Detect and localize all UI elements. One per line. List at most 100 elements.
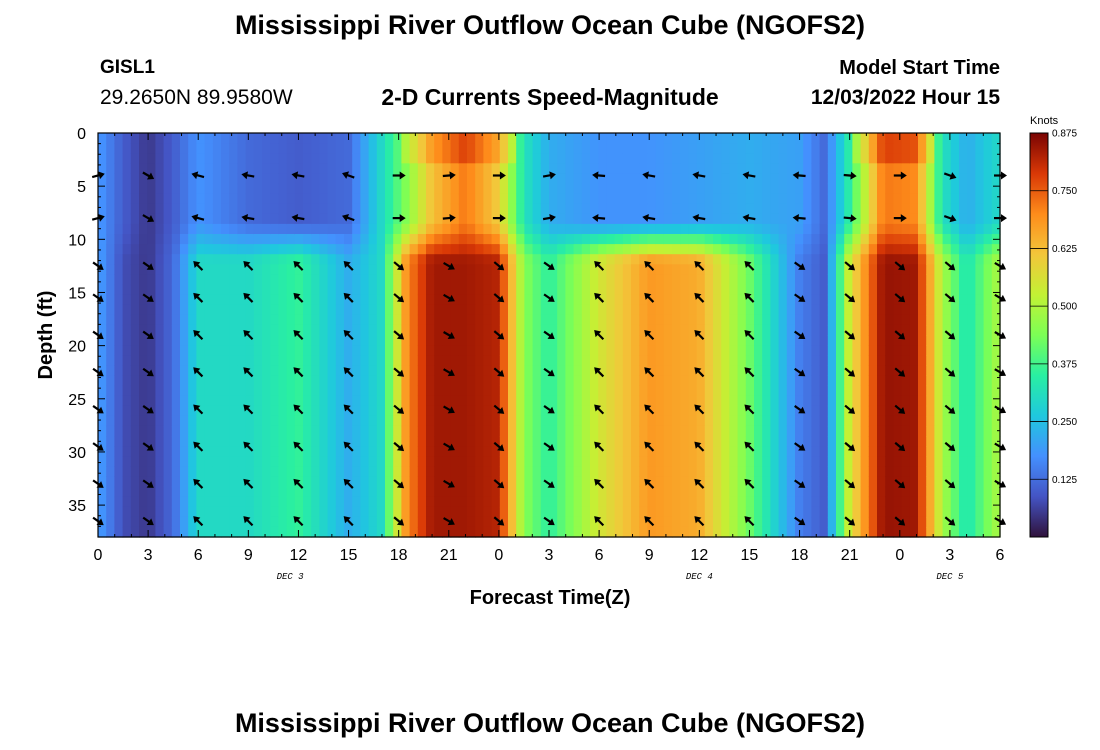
heatmap-cell bbox=[672, 213, 681, 225]
heatmap-cell bbox=[729, 395, 739, 407]
heatmap-cell bbox=[909, 264, 919, 275]
heatmap-cell bbox=[253, 183, 263, 195]
heatmap-cell bbox=[877, 425, 886, 437]
heatmap-cell bbox=[401, 496, 411, 508]
heatmap-cell bbox=[811, 284, 821, 296]
heatmap-cell bbox=[631, 213, 640, 225]
heatmap-cell bbox=[122, 153, 132, 164]
current-vector-arrow bbox=[392, 171, 406, 180]
heatmap-cell bbox=[606, 223, 616, 235]
heatmap-cell bbox=[270, 365, 279, 376]
heatmap-cell bbox=[639, 415, 648, 427]
heatmap-cell bbox=[253, 254, 263, 265]
heatmap-cell bbox=[581, 476, 591, 488]
heatmap-cell bbox=[122, 526, 132, 538]
heatmap-cell bbox=[622, 153, 632, 164]
heatmap-cell bbox=[262, 254, 271, 265]
heatmap-cell bbox=[270, 314, 279, 326]
heatmap-cell bbox=[278, 203, 288, 215]
current-vector-arrow bbox=[193, 441, 204, 452]
heatmap-cell bbox=[229, 304, 238, 316]
heatmap-cell bbox=[253, 234, 263, 245]
heatmap-cell bbox=[237, 395, 247, 407]
heatmap-cell bbox=[409, 345, 419, 356]
heatmap-cell bbox=[622, 415, 632, 427]
heatmap-cell bbox=[696, 133, 706, 144]
heatmap-cell bbox=[524, 173, 534, 185]
heatmap-cell bbox=[918, 314, 927, 326]
heatmap-cell bbox=[499, 456, 509, 467]
heatmap-cell bbox=[385, 284, 394, 296]
heatmap-cell bbox=[270, 355, 279, 366]
heatmap-cell bbox=[188, 324, 197, 336]
heatmap-cell bbox=[909, 223, 919, 235]
heatmap-cell bbox=[590, 415, 599, 427]
heatmap-cell bbox=[934, 415, 944, 427]
heatmap-cell bbox=[745, 335, 755, 346]
heatmap-cell bbox=[319, 264, 329, 275]
heatmap-cell bbox=[909, 143, 919, 154]
heatmap-cell bbox=[663, 143, 673, 154]
heatmap-cell bbox=[696, 385, 706, 397]
heatmap-cell bbox=[754, 446, 763, 457]
heatmap-cell bbox=[426, 213, 435, 225]
heatmap-cell bbox=[303, 516, 312, 528]
heatmap-cell bbox=[114, 425, 124, 437]
heatmap-cell bbox=[434, 345, 443, 356]
heatmap-cell bbox=[483, 153, 493, 164]
heatmap-cell bbox=[721, 365, 730, 376]
heatmap-cell bbox=[319, 375, 329, 387]
heatmap-cell bbox=[196, 163, 206, 174]
heatmap-cell bbox=[975, 496, 985, 508]
heatmap-cell bbox=[114, 365, 124, 376]
heatmap-cell bbox=[598, 365, 607, 376]
heatmap-cell bbox=[163, 486, 173, 498]
heatmap-cell bbox=[294, 314, 304, 326]
heatmap-cell bbox=[393, 405, 402, 417]
heatmap-cell bbox=[147, 223, 156, 235]
heatmap-cell bbox=[196, 223, 206, 235]
heatmap-cell bbox=[385, 143, 394, 154]
current-vector-arrow bbox=[944, 367, 956, 377]
heatmap-cell bbox=[327, 486, 337, 498]
heatmap-cell bbox=[639, 466, 648, 477]
heatmap-cell bbox=[229, 516, 238, 528]
heatmap-cell bbox=[786, 446, 796, 457]
heatmap-cell bbox=[385, 496, 394, 508]
heatmap-cell bbox=[434, 456, 443, 467]
heatmap-cell bbox=[663, 375, 673, 387]
heatmap-cell bbox=[434, 244, 443, 255]
heatmap-cell bbox=[344, 446, 353, 457]
heatmap-cell bbox=[598, 133, 607, 144]
heatmap-cell bbox=[573, 466, 583, 477]
heatmap-cell bbox=[434, 496, 443, 508]
heatmap-cell bbox=[303, 345, 312, 356]
heatmap-cell bbox=[130, 193, 140, 205]
heatmap-cell bbox=[786, 486, 796, 498]
heatmap-cell bbox=[762, 324, 771, 336]
heatmap-cell bbox=[229, 133, 238, 144]
heatmap-cell bbox=[368, 173, 378, 185]
heatmap-cell bbox=[155, 193, 165, 205]
heatmap-cell bbox=[212, 193, 222, 205]
heatmap-cell bbox=[565, 456, 575, 467]
heatmap-cell bbox=[130, 446, 140, 457]
heatmap-cell bbox=[639, 456, 648, 467]
heatmap-cell bbox=[204, 355, 214, 366]
heatmap-cell bbox=[696, 163, 706, 174]
heatmap-cell bbox=[893, 425, 903, 437]
heatmap-cell bbox=[885, 264, 894, 275]
heatmap-cell bbox=[836, 375, 845, 387]
heatmap-cell bbox=[475, 244, 484, 255]
heatmap-cell bbox=[163, 284, 173, 296]
heatmap-cell bbox=[155, 415, 165, 427]
heatmap-cell bbox=[573, 345, 583, 356]
heatmap-cell bbox=[737, 385, 747, 397]
heatmap-cell bbox=[139, 466, 148, 477]
heatmap-cell bbox=[680, 516, 689, 528]
heatmap-cell bbox=[360, 133, 370, 144]
heatmap-cell bbox=[565, 244, 575, 255]
heatmap-cell bbox=[565, 274, 575, 286]
heatmap-cell bbox=[139, 425, 148, 437]
heatmap-cell bbox=[188, 365, 197, 376]
